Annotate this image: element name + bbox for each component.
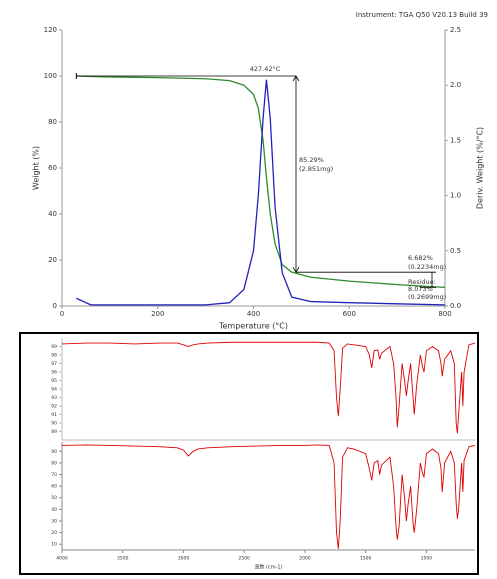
- x-tick-label: 2500: [238, 556, 250, 562]
- instrument-label: Instrument: TGA Q50 V20.13 Build 39: [356, 11, 488, 19]
- annotation: 8.073%: [408, 285, 433, 293]
- x-tick-label: 1500: [360, 556, 372, 562]
- y-tick-label: 60: [48, 164, 57, 172]
- data-line: [61, 444, 476, 549]
- y-tick-label: 99: [51, 344, 57, 350]
- y-tick-label: 94: [51, 387, 57, 393]
- y-tick-label: 92: [51, 404, 57, 410]
- x-tick-label: 800: [438, 310, 451, 318]
- y-tick-label: 60: [51, 484, 57, 490]
- y-tick-label: 30: [51, 518, 57, 524]
- y2-tick-label: 2.5: [450, 26, 461, 34]
- y-tick-label: 20: [48, 256, 57, 264]
- annotation: (0.2699mg): [408, 293, 446, 301]
- y-tick-label: 120: [44, 26, 57, 34]
- x-axis-label: 波数 (cm-1): [254, 564, 282, 571]
- annotation: 85.29%: [299, 156, 324, 164]
- x-tick-label: 600: [343, 310, 356, 318]
- y-tick-label: 89: [51, 429, 57, 435]
- y-tick-label: 10: [51, 542, 57, 548]
- x-axis-label: Temperature (°C): [218, 322, 288, 331]
- annotation: 427.42°C: [250, 65, 281, 73]
- y-tick-label: 40: [51, 507, 57, 513]
- x-tick-label: 2000: [299, 556, 311, 562]
- y2-tick-label: 0.5: [450, 247, 461, 255]
- chart: 89 90 91 92 93 94 95 96 97 98 99: [51, 338, 476, 441]
- x-tick-label: 200: [151, 310, 164, 318]
- y2-tick-label: 0.0: [450, 302, 461, 310]
- y-tick-label: 20: [51, 530, 57, 536]
- y2-tick-label: 1.5: [450, 136, 461, 144]
- chart: 10 20 30 40 50 60 70 80 90 4000 3500 3000 2500 2000 15…: [51, 442, 476, 571]
- y-tick-label: 90: [51, 421, 57, 427]
- y-tick-label: 95: [51, 378, 57, 384]
- x-tick-label: 3500: [117, 556, 129, 562]
- x-tick-label: 400: [247, 310, 260, 318]
- y-tick-label: 90: [51, 449, 57, 455]
- y-tick-label: 96: [51, 370, 57, 376]
- spectra-frame: [19, 332, 479, 575]
- y2-axis-label: Deriv. Weight (%/°C): [476, 127, 485, 209]
- data-line: [61, 341, 476, 434]
- annotation: (2.851mg): [299, 165, 333, 173]
- annotation: (0.2234mg): [408, 263, 446, 271]
- y-tick-label: 0: [53, 302, 57, 310]
- y-tick-label: 100: [44, 72, 57, 80]
- data-line: [76, 75, 446, 289]
- data-line: [76, 79, 446, 306]
- x-tick-label: 4000: [56, 556, 68, 562]
- y-tick-label: 40: [48, 210, 57, 218]
- y-tick-label: 50: [51, 495, 57, 501]
- y-tick-label: 70: [51, 472, 57, 478]
- y-tick-label: 98: [51, 353, 57, 359]
- y-tick-label: 93: [51, 395, 57, 401]
- x-tick-label: 3000: [178, 556, 190, 562]
- x-tick-label: 0: [60, 310, 64, 318]
- y2-tick-label: 2.0: [450, 81, 461, 89]
- y-tick-label: 80: [48, 118, 57, 126]
- y-tick-label: 97: [51, 361, 57, 367]
- y-axis-label: Weight (%): [32, 146, 41, 190]
- annotation: Residue:: [408, 278, 436, 286]
- annotation: 6.682%: [408, 254, 433, 262]
- y-tick-label: 91: [51, 412, 57, 418]
- y2-tick-label: 1.0: [450, 192, 461, 200]
- chart: 0 20 40 60 80 100 120 0.0 0.5 1.0 1.5 2.0 2.5 0 200 400…: [32, 11, 489, 331]
- x-tick-label: 1000: [421, 556, 433, 562]
- y-tick-label: 80: [51, 460, 57, 466]
